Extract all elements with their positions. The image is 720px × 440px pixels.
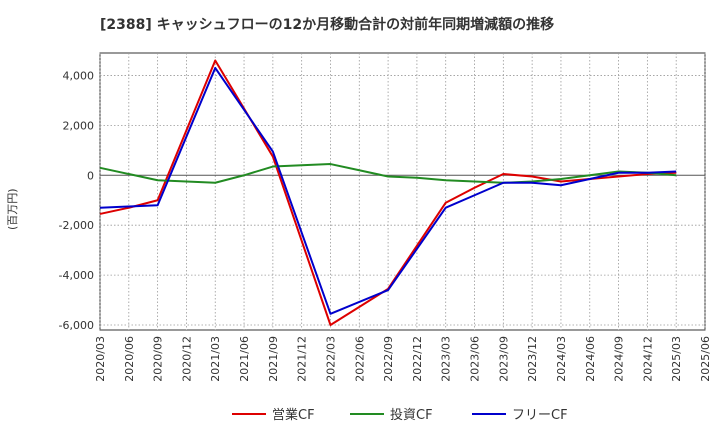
y-tick-labels: 4,000 2,000 0 -2,000 -4,000 -6,000 [59,69,94,332]
x-tick-label: 2021/12 [296,336,309,382]
x-tick-label: 2022/12 [411,336,424,382]
x-tick-label: 2021/09 [267,336,280,382]
series-line-2 [99,163,677,184]
series-line-1 [99,59,677,327]
chart-title: [2388] キャッシュフローの12か月移動合計の対前年同期増減額の推移 [100,17,555,33]
y-tick-label: -6,000 [59,319,94,332]
y-tick-label: 4,000 [63,69,95,82]
legend: 営業CF 投資CF フリーCF [232,407,568,423]
legend-label-3: フリーCF [512,408,568,423]
plot-area [99,52,706,331]
x-tick-label: 2020/12 [180,336,193,382]
series-lines [99,59,677,327]
x-tick-labels: 2020/03 2020/06 2020/09 2020/12 2021/03 2021/… [94,336,712,382]
x-tick-label: 2023/09 [497,336,510,382]
legend-label-1: 営業CF [272,407,315,423]
x-tick-label: 2020/03 [94,336,107,382]
y-tick-label: 0 [87,169,94,182]
y-tick-label: -4,000 [59,269,94,282]
x-tick-label: 2024/03 [555,336,568,382]
x-tick-label: 2022/03 [324,336,337,382]
x-tick-label: 2024/09 [613,336,626,382]
x-tick-label: 2025/03 [670,336,683,382]
y-tick-label: 2,000 [63,119,95,132]
y-tick-label: -2,000 [59,219,94,232]
x-tick-label: 2024/06 [584,336,597,382]
x-tick-label: 2021/03 [209,336,222,382]
series-line-3 [99,66,677,315]
x-tick-label: 2022/09 [382,336,395,382]
legend-label-2: 投資CF [390,407,433,423]
x-tick-label: 2020/09 [152,336,165,382]
x-tick-label: 2022/06 [353,336,366,382]
x-tick-label: 2024/12 [641,336,654,382]
x-tick-label: 2020/06 [123,336,136,382]
x-tick-label: 2025/06 [699,336,712,382]
x-tick-label: 2021/06 [238,336,251,382]
x-tick-label: 2023/03 [440,336,453,382]
x-tick-label: 2023/06 [469,336,482,382]
x-tick-label: 2023/12 [526,336,539,382]
